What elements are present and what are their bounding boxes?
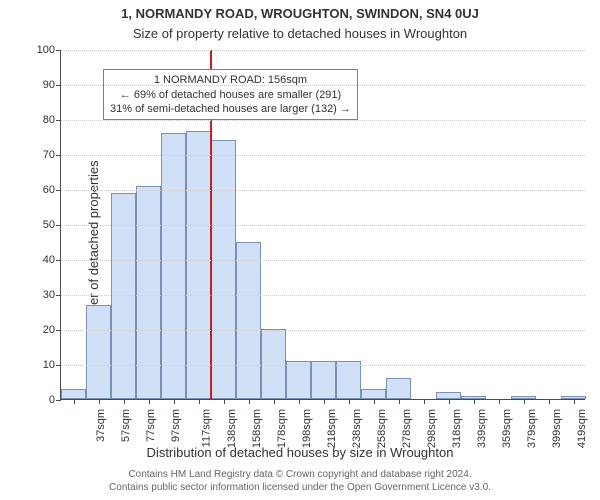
x-tick-label: 419sqm (576, 409, 588, 448)
x-tick-mark (99, 399, 100, 404)
x-tick-label: 37sqm (95, 409, 107, 442)
x-tick-label: 198sqm (301, 409, 313, 448)
footer-line-1: Contains HM Land Registry data © Crown c… (0, 469, 600, 482)
y-tick-mark (56, 85, 61, 86)
x-tick-mark (224, 399, 225, 404)
x-tick-mark (574, 399, 575, 404)
y-tick-mark (56, 260, 61, 261)
gridline (61, 225, 585, 226)
histogram-bar (211, 140, 236, 399)
x-tick-label: 57sqm (120, 409, 132, 442)
gridline (61, 330, 585, 331)
x-tick-label: 359sqm (501, 409, 513, 448)
annotation-box: 1 NORMANDY ROAD: 156sqm ← 69% of detache… (103, 69, 358, 120)
x-tick-mark (424, 399, 425, 404)
x-tick-mark (449, 399, 450, 404)
gridline (61, 155, 585, 156)
x-tick-label: 258sqm (376, 409, 388, 448)
y-tick-label: 80 (43, 114, 55, 126)
footer-attribution: Contains HM Land Registry data © Crown c… (0, 469, 600, 494)
x-tick-mark (199, 399, 200, 404)
chart-title-sub: Size of property relative to detached ho… (0, 26, 600, 41)
x-tick-label: 117sqm (200, 409, 212, 447)
y-tick-mark (56, 400, 61, 401)
x-tick-label: 97sqm (170, 409, 182, 442)
y-tick-label: 60 (43, 184, 55, 196)
gridline (61, 365, 585, 366)
gridline (61, 190, 585, 191)
gridline (61, 85, 585, 86)
y-tick-label: 100 (37, 44, 55, 56)
annotation-line-2: ← 69% of detached houses are smaller (29… (110, 88, 351, 102)
x-tick-mark (74, 399, 75, 404)
histogram-bar (311, 361, 336, 400)
histogram-bar (186, 131, 211, 399)
x-tick-mark (274, 399, 275, 404)
gridline (61, 295, 585, 296)
y-tick-mark (56, 365, 61, 366)
histogram-bar (86, 305, 111, 400)
y-tick-mark (56, 155, 61, 156)
x-tick-mark (374, 399, 375, 404)
y-tick-label: 20 (43, 324, 55, 336)
y-tick-mark (56, 295, 61, 296)
gridline (61, 50, 585, 51)
annotation-line-3: 31% of semi-detached houses are larger (… (110, 102, 351, 116)
x-tick-label: 318sqm (451, 409, 463, 448)
x-tick-mark (149, 399, 150, 404)
x-tick-label: 158sqm (251, 409, 263, 448)
x-tick-mark (549, 399, 550, 404)
gridline (61, 120, 585, 121)
histogram-bar (61, 389, 86, 400)
histogram-bar (261, 329, 286, 399)
y-tick-mark (56, 330, 61, 331)
y-tick-label: 10 (43, 359, 55, 371)
x-tick-label: 218sqm (326, 409, 338, 448)
histogram-bar (161, 133, 186, 399)
histogram-bar (361, 389, 386, 400)
x-tick-mark (499, 399, 500, 404)
x-tick-label: 278sqm (401, 409, 413, 448)
histogram-bar (136, 186, 161, 400)
y-tick-label: 40 (43, 254, 55, 266)
x-tick-mark (249, 399, 250, 404)
y-tick-mark (56, 50, 61, 51)
x-tick-mark (299, 399, 300, 404)
x-tick-mark (349, 399, 350, 404)
x-tick-label: 178sqm (276, 409, 288, 448)
x-tick-mark (524, 399, 525, 404)
histogram-bar (236, 242, 261, 400)
x-tick-label: 138sqm (226, 409, 238, 448)
histogram-bar (286, 361, 311, 400)
x-tick-label: 379sqm (526, 409, 538, 448)
x-tick-label: 399sqm (551, 409, 563, 448)
histogram-bar (436, 392, 461, 399)
y-tick-mark (56, 190, 61, 191)
y-tick-mark (56, 225, 61, 226)
x-tick-label: 298sqm (426, 409, 438, 448)
footer-line-2: Contains public sector information licen… (0, 482, 600, 495)
y-tick-label: 70 (43, 149, 55, 161)
y-tick-mark (56, 120, 61, 121)
x-tick-mark (399, 399, 400, 404)
x-tick-mark (474, 399, 475, 404)
x-tick-label: 339sqm (476, 409, 488, 448)
y-tick-label: 0 (49, 394, 55, 406)
histogram-bar (336, 361, 361, 400)
y-tick-label: 90 (43, 79, 55, 91)
y-tick-label: 30 (43, 289, 55, 301)
histogram-bar (386, 378, 411, 399)
x-tick-label: 77sqm (145, 409, 157, 442)
plot-area: 1 NORMANDY ROAD: 156sqm ← 69% of detache… (60, 50, 585, 400)
y-tick-label: 50 (43, 219, 55, 231)
chart-title-main: 1, NORMANDY ROAD, WROUGHTON, SWINDON, SN… (0, 6, 600, 21)
x-tick-mark (124, 399, 125, 404)
x-tick-mark (174, 399, 175, 404)
x-tick-mark (324, 399, 325, 404)
x-tick-label: 238sqm (351, 409, 363, 448)
gridline (61, 260, 585, 261)
